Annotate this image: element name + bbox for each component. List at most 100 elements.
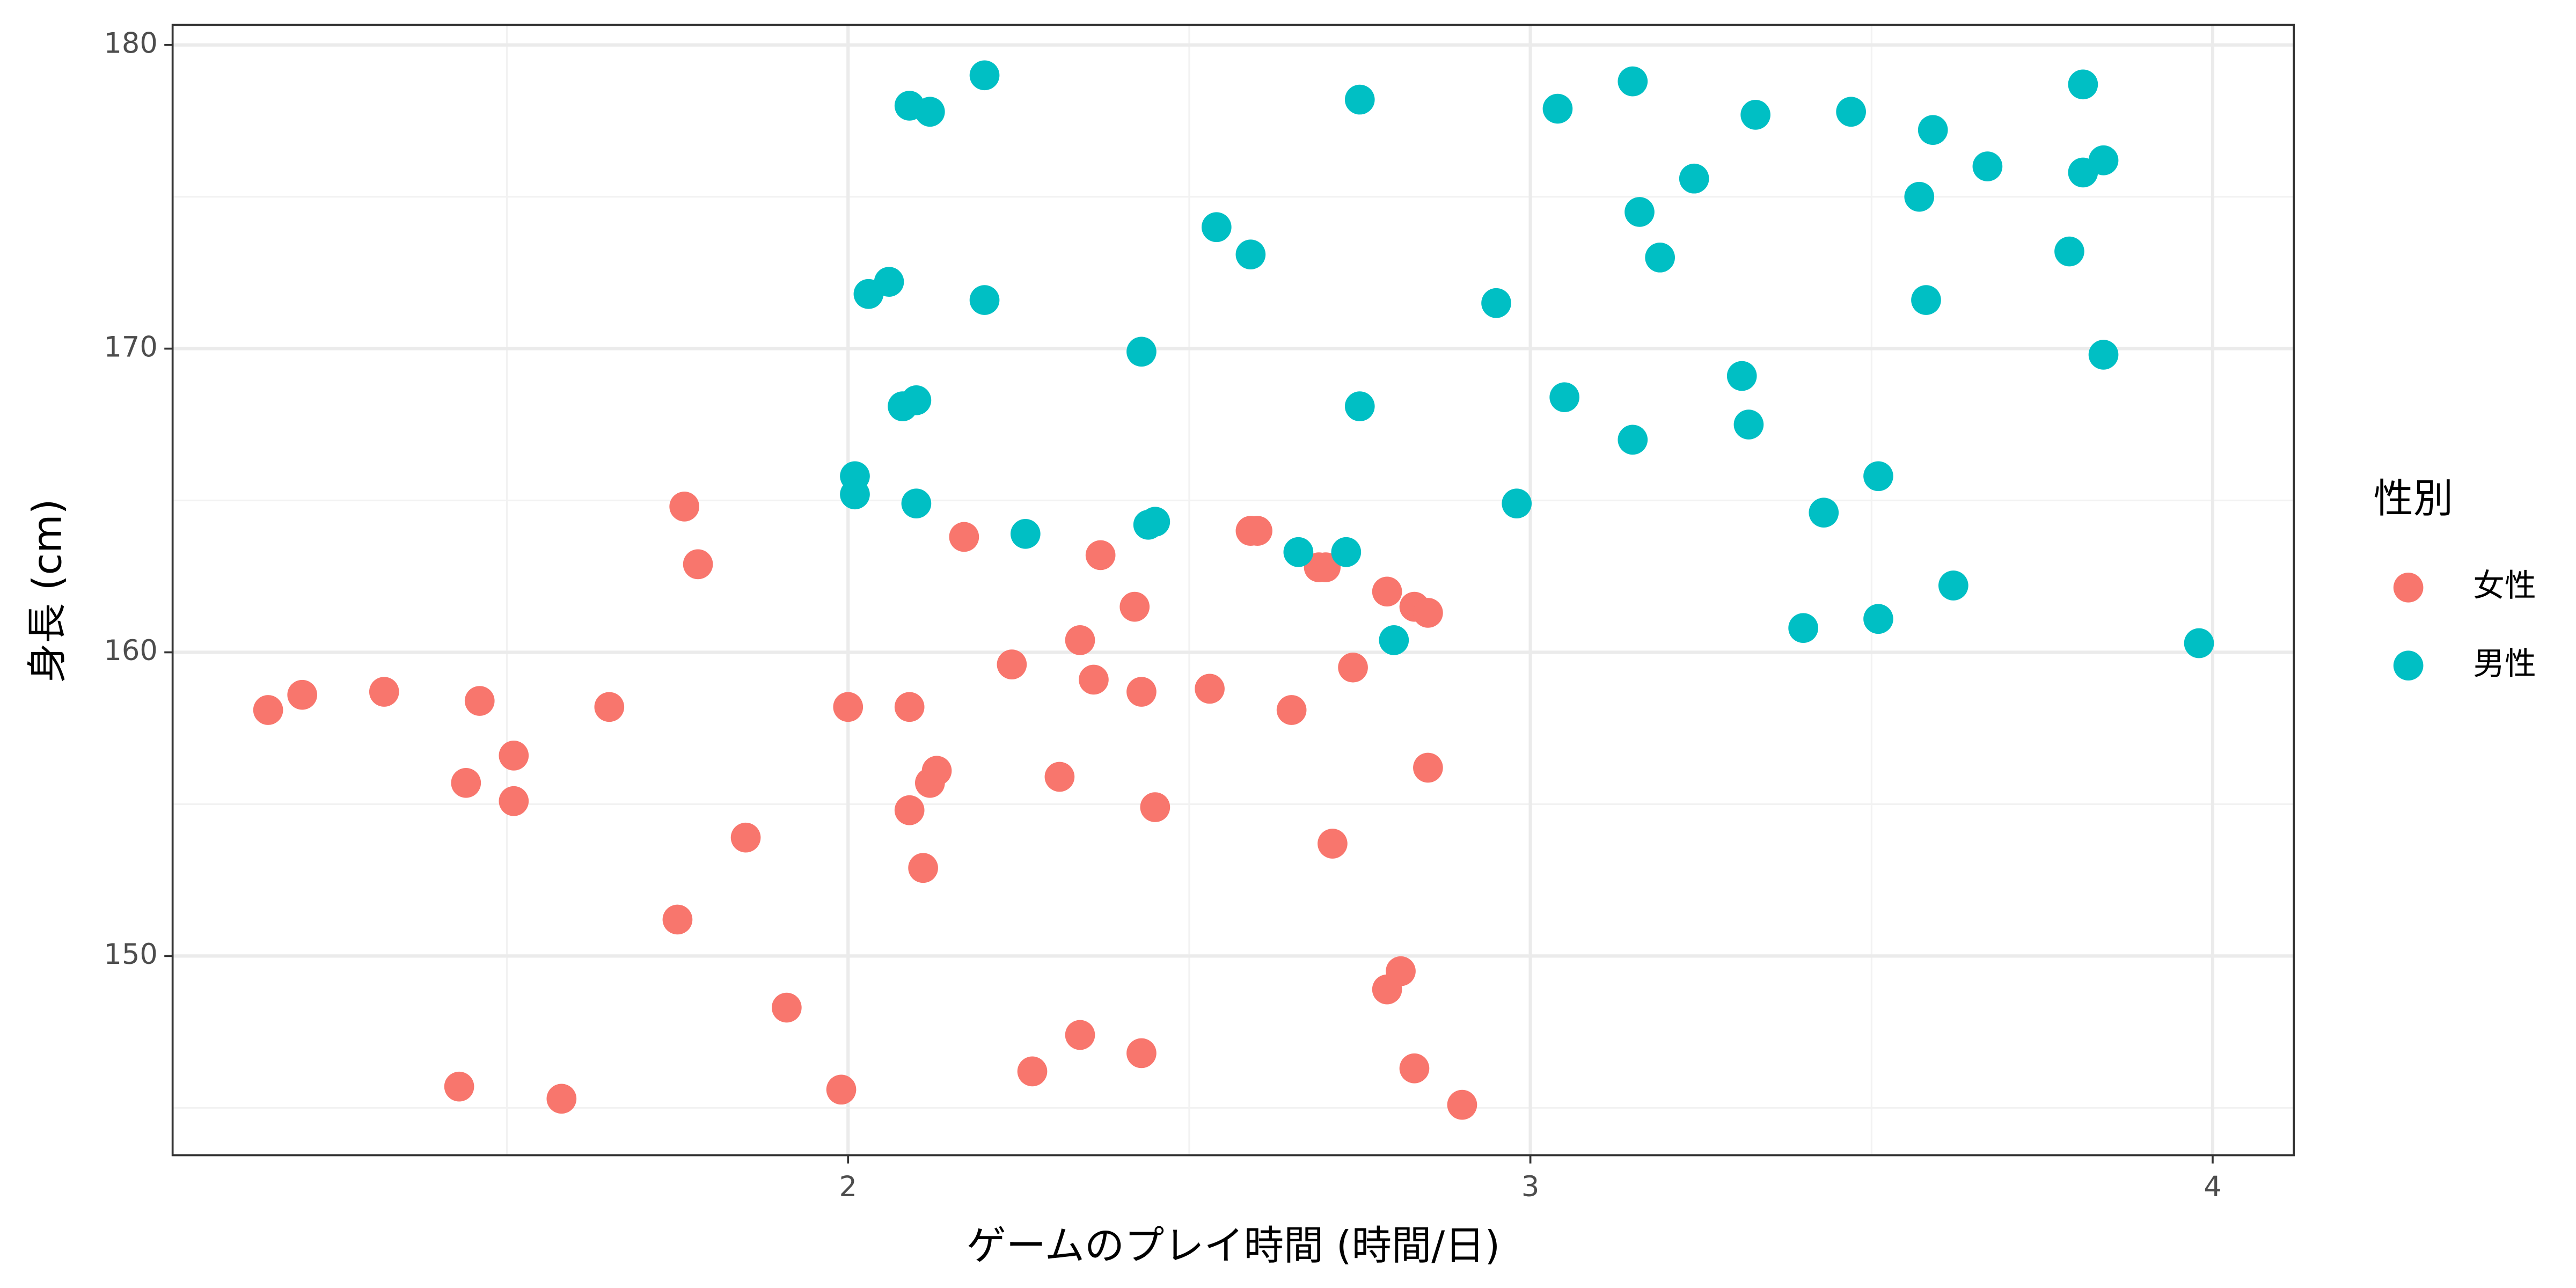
point <box>2088 145 2119 175</box>
point <box>1338 652 1368 683</box>
point <box>1318 829 1348 859</box>
x-tick-label: 4 <box>2204 1170 2221 1203</box>
point <box>1836 97 1866 127</box>
point <box>1679 163 1709 194</box>
point <box>662 904 693 935</box>
point <box>2068 69 2098 100</box>
point <box>1195 674 1225 704</box>
point <box>2088 340 2119 370</box>
point <box>287 679 318 710</box>
point <box>1502 488 1532 519</box>
point <box>2054 236 2084 267</box>
axes: 2 3 4 150 160 170 180 <box>104 27 2221 1203</box>
point <box>1624 197 1655 227</box>
point <box>1085 540 1116 570</box>
point <box>730 822 761 853</box>
point <box>1311 552 1341 582</box>
point <box>1065 625 1095 655</box>
point <box>1119 591 1150 622</box>
point <box>594 692 625 722</box>
point <box>1079 664 1109 695</box>
point <box>1863 604 1893 634</box>
x-axis-title: ゲームのプレイ時間 (時間/日) <box>966 1222 1500 1269</box>
point <box>499 786 529 816</box>
x-tick-label: 2 <box>839 1170 857 1203</box>
point <box>921 756 952 786</box>
x-tick-label: 3 <box>1521 1170 1539 1203</box>
point <box>1344 391 1375 421</box>
point <box>840 479 870 510</box>
point <box>894 795 925 825</box>
point <box>1344 84 1375 115</box>
y-axis-title: 身長 (cm) <box>24 499 70 683</box>
point <box>1904 181 1935 212</box>
point <box>901 488 932 519</box>
point <box>1140 792 1170 822</box>
point <box>1386 956 1416 986</box>
point <box>901 385 932 415</box>
point <box>997 649 1027 679</box>
point <box>1413 598 1443 628</box>
point <box>669 492 699 522</box>
point <box>874 267 904 297</box>
legend-label: 男性 <box>2473 645 2536 682</box>
point <box>772 992 802 1023</box>
y-tick-label: 150 <box>104 938 157 971</box>
point <box>833 692 863 722</box>
point <box>1140 507 1170 537</box>
point <box>1399 1053 1430 1084</box>
point <box>1918 115 1948 145</box>
point <box>914 97 945 127</box>
point <box>1372 576 1402 607</box>
point <box>499 741 529 771</box>
point <box>1740 100 1770 130</box>
point <box>1235 239 1266 270</box>
legend-title: 性別 <box>2374 475 2453 522</box>
points <box>253 60 2214 1120</box>
point <box>826 1074 857 1105</box>
point <box>1242 516 1272 546</box>
y-tick-label: 160 <box>104 634 157 667</box>
point <box>949 522 979 552</box>
point <box>1010 518 1041 549</box>
grid <box>172 25 2294 1155</box>
point <box>464 686 495 716</box>
point <box>1331 537 1362 567</box>
point <box>1044 762 1075 792</box>
point <box>1938 570 1968 601</box>
point <box>1549 382 1580 412</box>
point <box>1481 288 1511 318</box>
point <box>253 695 283 725</box>
point <box>1645 243 1675 273</box>
point <box>1972 151 2003 181</box>
point <box>1809 497 1839 528</box>
point <box>444 1071 474 1102</box>
panel-border <box>171 24 2295 1157</box>
point <box>1065 1020 1095 1050</box>
point <box>451 767 481 798</box>
point <box>969 60 1000 91</box>
point <box>1726 361 1757 391</box>
legend-key <box>2393 573 2424 603</box>
point <box>1447 1089 1477 1120</box>
y-tick-label: 170 <box>104 331 157 363</box>
point <box>2184 628 2214 658</box>
point <box>1911 285 1941 315</box>
point <box>1733 409 1764 440</box>
point <box>1126 336 1157 367</box>
point <box>1276 695 1307 725</box>
point <box>1126 1038 1157 1069</box>
point <box>894 692 925 722</box>
point <box>969 285 1000 315</box>
point <box>1379 625 1409 655</box>
point <box>369 677 399 707</box>
point <box>683 549 713 580</box>
point <box>1863 461 1893 492</box>
legend-label: 女性 <box>2473 567 2536 604</box>
point <box>1618 425 1648 455</box>
point <box>1618 66 1648 97</box>
legend-key <box>2393 650 2424 681</box>
